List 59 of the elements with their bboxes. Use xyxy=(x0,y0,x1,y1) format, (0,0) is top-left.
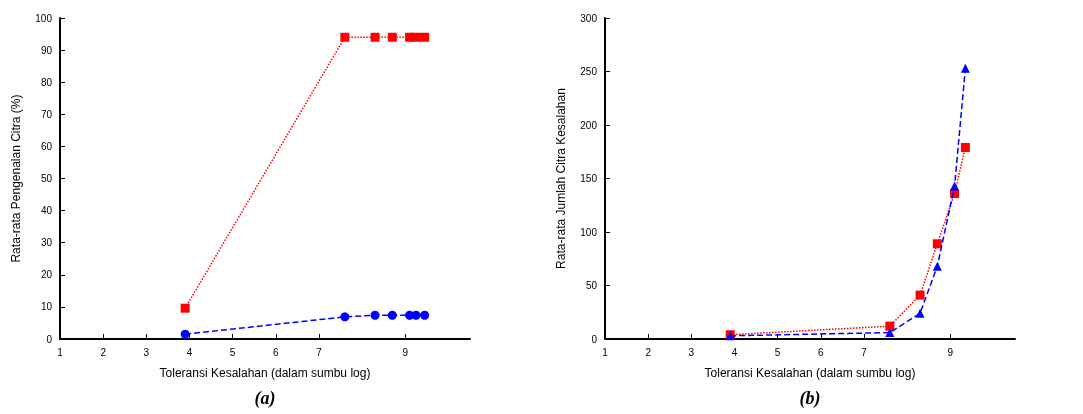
y-tick-label: 0 xyxy=(591,333,598,345)
y-tick-label: 70 xyxy=(40,108,53,120)
y-axis-title: Rata-rata Pengenalan Citra (%) xyxy=(9,94,23,263)
y-tick-label: 60 xyxy=(40,140,53,152)
point xyxy=(420,310,430,320)
x-tick-label: 7 xyxy=(861,346,868,358)
x-tick-label: 3 xyxy=(143,346,150,358)
x-tick-label: 5 xyxy=(229,346,236,358)
point xyxy=(915,308,925,318)
point xyxy=(387,310,397,320)
y-tick-label: 150 xyxy=(580,173,598,184)
y-tick-label: 30 xyxy=(40,237,53,249)
x-tick-label: 6 xyxy=(273,346,280,358)
y-tick-label: 90 xyxy=(40,44,53,56)
point xyxy=(180,303,190,313)
point xyxy=(960,142,970,152)
point xyxy=(420,32,430,42)
y-tick-label: 0 xyxy=(46,333,53,345)
x-tick-label: 3 xyxy=(688,346,695,358)
point xyxy=(387,32,397,42)
point xyxy=(370,32,380,42)
point xyxy=(932,261,942,271)
point xyxy=(340,312,350,322)
point xyxy=(885,321,895,331)
y-tick-label: 250 xyxy=(580,66,598,77)
y-tick-label: 100 xyxy=(35,12,53,24)
text: (a) xyxy=(254,388,276,409)
x-tick-label: 4 xyxy=(186,346,193,358)
y-tick-label: 50 xyxy=(585,280,598,291)
point xyxy=(340,32,350,42)
point xyxy=(370,310,380,320)
y-tick-label: 50 xyxy=(40,173,53,184)
x-tick-label: 9 xyxy=(402,346,409,358)
x-tick-label: 1 xyxy=(602,346,609,358)
point xyxy=(180,329,190,339)
y-tick-label: 10 xyxy=(40,301,53,313)
y-tick-label: 20 xyxy=(40,269,53,281)
x-tick-label: 2 xyxy=(645,346,652,358)
point xyxy=(915,290,925,300)
x-axis-title: Toleransi Kesalahan (dalam sumbu log) xyxy=(704,366,916,380)
x-tick-label: 1 xyxy=(57,346,64,358)
x-tick-label: 7 xyxy=(316,346,323,358)
y-axis-title: Rata-rata Jumlah Citra Kesalahan xyxy=(554,88,568,269)
point xyxy=(960,63,970,73)
x-tick-label: 5 xyxy=(774,346,781,358)
x-tick-label: 9 xyxy=(947,346,954,358)
y-tick-label: 100 xyxy=(580,226,598,238)
x-tick-label: 6 xyxy=(818,346,825,358)
point xyxy=(885,328,895,338)
y-tick-label: 200 xyxy=(580,119,598,131)
y-tick-label: 40 xyxy=(40,205,53,217)
y-tick-label: 80 xyxy=(40,76,53,88)
x-tick-label: 2 xyxy=(100,346,107,358)
point xyxy=(411,310,421,320)
y-tick-label: 300 xyxy=(580,12,598,24)
x-axis-title: Toleransi Kesalahan (dalam sumbu log) xyxy=(159,366,371,380)
x-tick-label: 4 xyxy=(731,346,738,358)
point xyxy=(932,239,942,249)
text: (b) xyxy=(799,388,821,409)
